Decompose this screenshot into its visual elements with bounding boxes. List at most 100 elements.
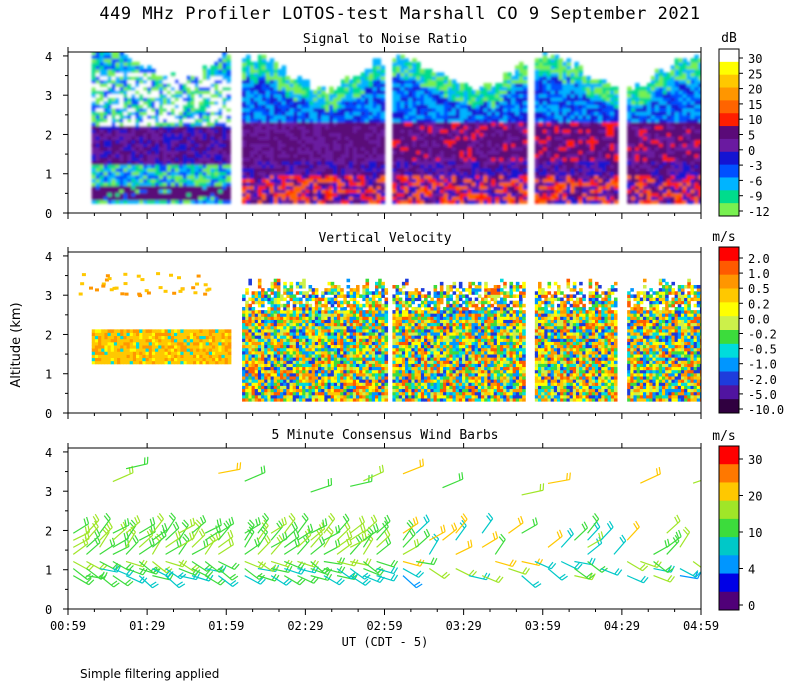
snr-cell bbox=[562, 125, 568, 130]
snr-cell bbox=[135, 100, 140, 105]
snr-cell bbox=[420, 90, 425, 95]
snr-cell bbox=[170, 100, 176, 105]
snr-cell bbox=[170, 132, 176, 137]
snr-cell bbox=[522, 79, 528, 84]
snr-cell bbox=[214, 72, 219, 77]
snr-cell bbox=[439, 100, 445, 105]
snr-cell bbox=[103, 97, 109, 102]
snr-cell bbox=[202, 146, 208, 151]
snr-cell bbox=[135, 196, 140, 201]
snr-cell bbox=[107, 86, 113, 91]
snr-cell bbox=[329, 114, 334, 119]
snr-cell bbox=[416, 79, 421, 84]
snr-cell bbox=[273, 83, 279, 88]
snr-cell bbox=[463, 114, 469, 119]
snr-cell bbox=[265, 199, 271, 204]
snr-cell bbox=[182, 196, 188, 201]
snr-cell bbox=[253, 167, 259, 172]
snr-cell bbox=[435, 100, 441, 105]
snr-cell bbox=[610, 132, 615, 137]
snr-cell bbox=[424, 153, 429, 158]
snr-cell bbox=[309, 118, 314, 123]
snr-cell bbox=[273, 104, 279, 109]
snr-cell bbox=[289, 185, 295, 190]
snr-cell bbox=[562, 153, 568, 158]
snr-cell bbox=[249, 160, 255, 165]
snr-cell bbox=[554, 58, 560, 63]
snr-cell bbox=[297, 157, 303, 162]
snr-cell bbox=[309, 189, 314, 194]
snr-cell bbox=[285, 171, 291, 176]
snr-cell bbox=[511, 181, 516, 187]
snr-cell bbox=[594, 128, 599, 134]
snr-cell bbox=[613, 139, 619, 144]
snr-cell bbox=[642, 128, 648, 134]
snr-cell bbox=[368, 171, 374, 176]
snr-cell bbox=[131, 118, 136, 123]
snr-cell bbox=[463, 121, 469, 127]
snr-cell bbox=[416, 139, 421, 144]
snr-cell bbox=[392, 68, 397, 74]
snr-cell bbox=[554, 107, 560, 112]
snr-cell bbox=[519, 100, 524, 105]
snr-cell bbox=[333, 97, 338, 102]
snr-cell bbox=[202, 118, 208, 123]
snr-cell bbox=[566, 86, 572, 91]
snr-cell bbox=[249, 68, 255, 74]
snr-cell bbox=[269, 178, 275, 183]
snr-cell bbox=[242, 157, 247, 162]
snr-cell bbox=[111, 93, 117, 98]
snr-cell bbox=[511, 100, 516, 105]
snr-cell bbox=[103, 79, 109, 84]
snr-cell bbox=[151, 86, 156, 91]
snr-cell bbox=[147, 174, 152, 180]
snr-cell bbox=[380, 86, 386, 91]
snr-cell bbox=[578, 128, 583, 134]
snr-cell bbox=[404, 125, 409, 130]
snr-cell bbox=[182, 107, 188, 112]
snr-cell bbox=[400, 100, 405, 105]
snr-cell bbox=[182, 150, 188, 155]
snr-cell bbox=[574, 164, 579, 169]
snr-cell bbox=[646, 196, 652, 201]
snr-cell bbox=[103, 90, 109, 95]
snr-cell bbox=[155, 189, 160, 194]
snr-cell bbox=[158, 189, 164, 194]
snr-cell bbox=[459, 181, 465, 187]
snr-cell bbox=[610, 146, 615, 151]
snr-cell bbox=[408, 128, 413, 134]
snr-cell bbox=[210, 196, 215, 201]
snr-cell bbox=[344, 189, 350, 194]
snr-cell bbox=[606, 125, 611, 130]
snr-cell bbox=[631, 167, 636, 172]
snr-cell bbox=[586, 153, 591, 158]
snr-cell bbox=[554, 90, 560, 95]
snr-cell bbox=[590, 97, 595, 102]
snr-cell bbox=[170, 93, 176, 98]
snr-cell bbox=[590, 118, 595, 123]
snr-cell bbox=[178, 150, 184, 155]
snr-cell bbox=[352, 93, 358, 98]
snr-cell bbox=[242, 100, 247, 105]
snr-cell bbox=[642, 189, 648, 194]
snr-cell bbox=[400, 189, 405, 194]
snr-cell bbox=[202, 97, 208, 102]
snr-cell bbox=[249, 61, 255, 66]
snr-cell bbox=[534, 167, 540, 172]
snr-cell bbox=[420, 160, 425, 165]
snr-cell bbox=[483, 97, 488, 102]
snr-cell bbox=[451, 111, 457, 116]
snr-cell bbox=[111, 153, 117, 158]
snr-cell bbox=[143, 185, 148, 190]
snr-cell bbox=[194, 199, 200, 204]
snr-cell bbox=[408, 121, 413, 127]
snr-cell bbox=[416, 125, 421, 130]
snr-cell bbox=[372, 61, 378, 66]
snr-cell bbox=[317, 136, 322, 141]
snr-cell bbox=[408, 75, 413, 81]
snr-cell bbox=[91, 157, 97, 162]
snr-cell bbox=[392, 164, 397, 169]
snr-cell bbox=[542, 90, 548, 95]
snr-cell bbox=[158, 178, 164, 183]
snr-cell bbox=[273, 181, 279, 187]
